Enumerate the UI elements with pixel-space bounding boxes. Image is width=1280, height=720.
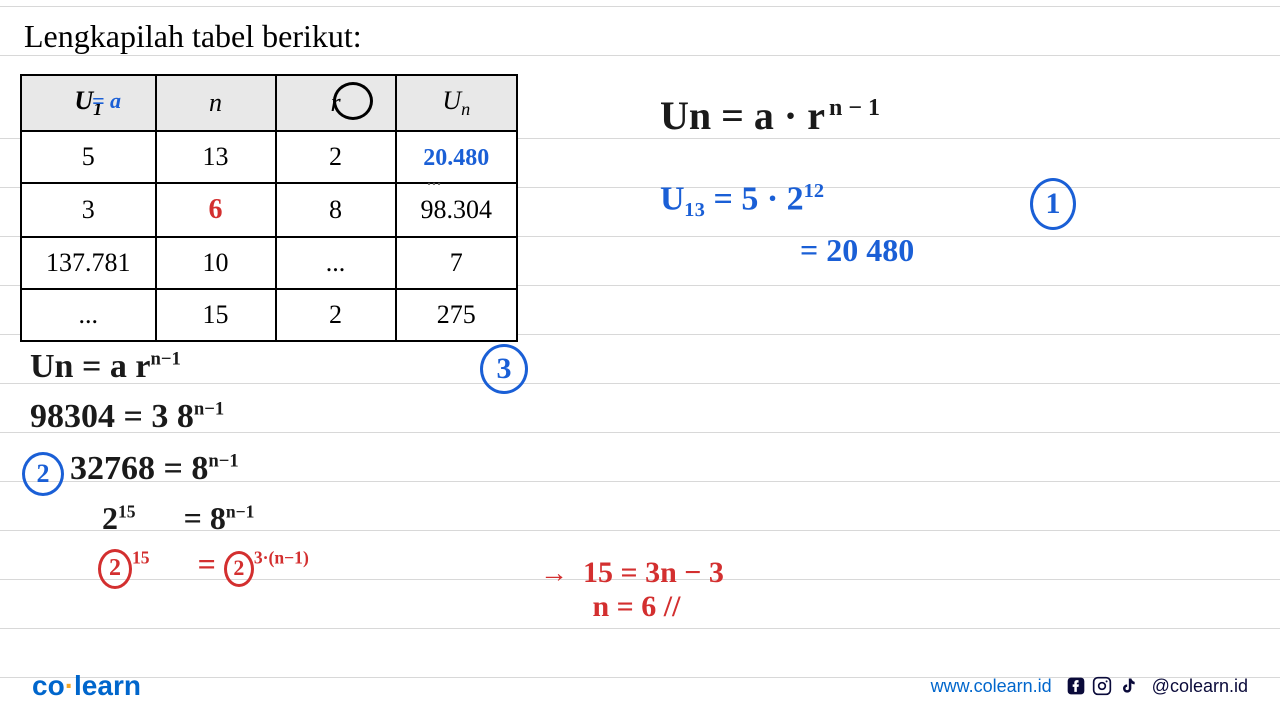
table-header: n <box>156 75 276 131</box>
cell: 5 <box>21 131 156 183</box>
formula-un: Un = a · rn − 1 <box>660 92 880 139</box>
website-link[interactable]: www.colearn.id <box>931 676 1052 697</box>
cell: 8 <box>276 183 396 237</box>
page-title: Lengkapilah tabel berikut: <box>24 18 362 55</box>
cell: 15 <box>156 289 276 341</box>
cell: 20.480 ... <box>396 131 518 183</box>
calc2-line3: 32768 = 8n−1 <box>70 450 239 488</box>
cell: ... <box>21 289 156 341</box>
table-row: 3 6 8 98.304 <box>21 183 517 237</box>
social-handle: @colearn.id <box>1152 676 1248 697</box>
marker-3: 3 <box>480 344 528 394</box>
table-header: U1 = a <box>21 75 156 131</box>
marker-1: 1 <box>1030 178 1076 230</box>
cell: ... <box>276 237 396 289</box>
filled-answer: 6 <box>209 194 223 225</box>
cell: 98.304 <box>396 183 518 237</box>
calc2-line1: Un = a rn−1 <box>30 348 181 386</box>
cell: 13 <box>156 131 276 183</box>
table-header: r <box>276 75 396 131</box>
cell: 3 <box>21 183 156 237</box>
calc2-line4: 215 = 8n−1 <box>102 500 254 537</box>
cell: 137.781 <box>21 237 156 289</box>
calc3-lines: → 15 = 3n − 3 n = 6 // <box>540 556 724 624</box>
footer: co·learn www.colearn.id @colearn.id <box>0 670 1280 702</box>
tiktok-icon[interactable] <box>1118 676 1138 696</box>
table-row: 137.781 10 ... 7 <box>21 237 517 289</box>
cell: 6 <box>156 183 276 237</box>
logo: co·learn <box>32 670 141 702</box>
table-row: 5 13 2 20.480 ... <box>21 131 517 183</box>
instagram-icon[interactable] <box>1092 676 1112 696</box>
data-table: U1 = a n r Un 5 13 2 20.480 ... 3 6 8 98… <box>20 74 518 342</box>
calc1-line1: U₁₃ = 5 · 212 <box>660 180 824 218</box>
calc1-line2: = 20 480 <box>800 232 914 269</box>
table-header: Un <box>396 75 518 131</box>
cell: 2 <box>276 131 396 183</box>
calc2-line2: 98304 = 3 8n−1 <box>30 398 224 436</box>
cell: 275 <box>396 289 518 341</box>
cell: 10 <box>156 237 276 289</box>
cell: 7 <box>396 237 518 289</box>
header-annot-a: = a <box>92 88 121 114</box>
calc2-line5: 215 = 23·(n−1) <box>98 546 309 589</box>
social-icons <box>1066 676 1138 696</box>
circle-marker <box>333 82 373 120</box>
facebook-icon[interactable] <box>1066 676 1086 696</box>
marker-2: 2 <box>22 452 64 496</box>
cell: 2 <box>276 289 396 341</box>
table-row: ... 15 2 275 <box>21 289 517 341</box>
